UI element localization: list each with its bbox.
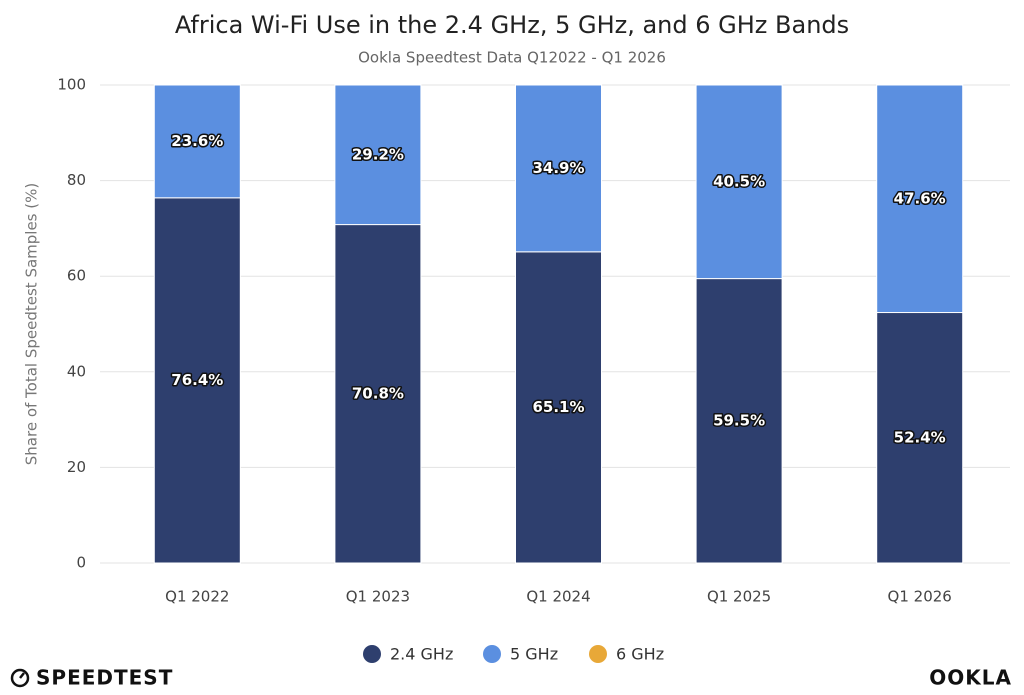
chart-subtitle: Ookla Speedtest Data Q12022 - Q1 2026: [358, 49, 666, 67]
legend-marker: [483, 645, 501, 663]
y-axis-label: Share of Total Speedtest Samples (%): [23, 183, 41, 465]
value-label: 47.6%: [894, 189, 946, 207]
y-tick-label: 60: [67, 267, 86, 285]
bar-segment: [695, 278, 783, 564]
bar-segment: [515, 84, 602, 253]
y-tick-label: 20: [67, 458, 86, 476]
bar-segment: [695, 84, 783, 280]
y-tick-label: 40: [67, 362, 86, 380]
chart-title: Africa Wi-Fi Use in the 2.4 GHz, 5 GHz, …: [175, 11, 849, 39]
x-tick-label: Q1 2026: [888, 588, 952, 606]
value-label: 29.2%: [352, 145, 404, 163]
brand-left: SPEEDTEST: [36, 666, 173, 690]
legend-label: 2.4 GHz: [390, 645, 453, 664]
x-tick-label: Q1 2022: [165, 588, 229, 606]
legend-label: 6 GHz: [616, 645, 664, 664]
bar-segment: [515, 251, 602, 564]
value-label: 65.1%: [532, 398, 584, 416]
brand-right: OOKLA: [929, 666, 1012, 690]
logo-icon: [19, 672, 25, 679]
x-tick-label: Q1 2024: [526, 588, 590, 606]
bar-segment: [876, 84, 964, 314]
value-label: 76.4%: [171, 371, 223, 389]
value-label: 52.4%: [894, 428, 946, 446]
value-label: 23.6%: [171, 132, 223, 150]
legend-marker: [363, 645, 381, 663]
bar-segment: [334, 224, 422, 564]
value-label: 34.9%: [532, 159, 584, 177]
x-tick-label: Q1 2025: [707, 588, 771, 606]
bar-segment: [153, 84, 241, 199]
legend-marker: [589, 645, 607, 663]
value-label: 59.5%: [713, 411, 765, 429]
y-tick-label: 0: [76, 554, 86, 572]
x-tick-label: Q1 2023: [346, 588, 410, 606]
value-label: 70.8%: [352, 384, 404, 402]
speedtest-logo: SPEEDTEST: [10, 666, 173, 690]
value-label: 40.5%: [713, 172, 765, 190]
y-tick-label: 80: [67, 171, 86, 189]
y-tick-label: 100: [57, 76, 86, 94]
bar-segment: [876, 312, 964, 564]
legend-label: 5 GHz: [510, 645, 558, 664]
logo-icon: [10, 668, 30, 688]
bar-segment: [334, 84, 422, 226]
